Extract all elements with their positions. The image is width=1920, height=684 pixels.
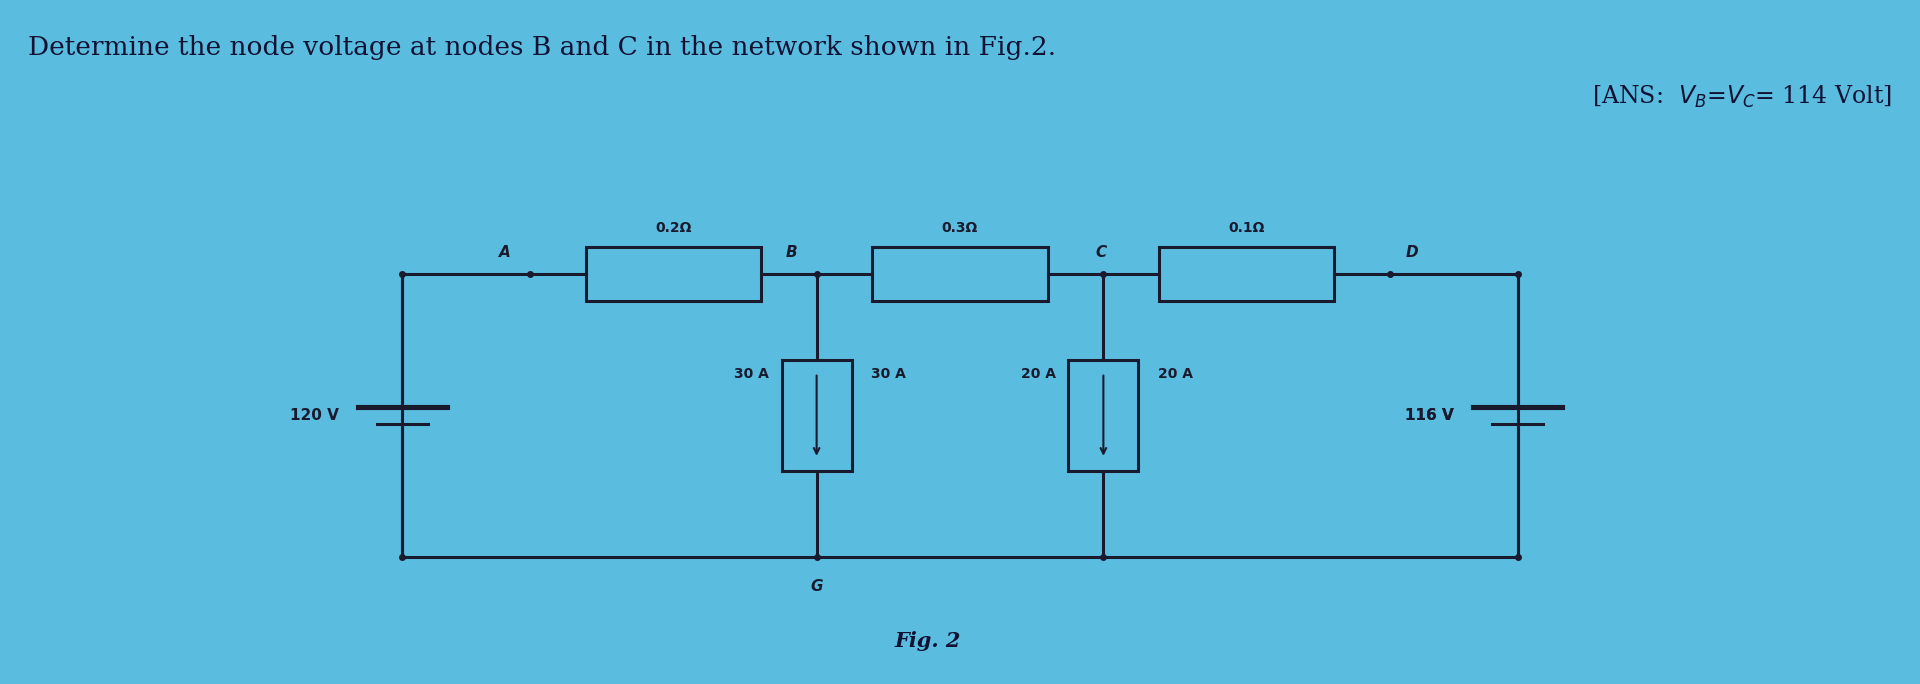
Bar (586, 248, 760, 302)
Text: 116 V: 116 V (1405, 408, 1453, 423)
Text: B: B (785, 245, 797, 260)
Text: 116 V: 116 V (1405, 408, 1453, 423)
Text: C: C (1096, 245, 1106, 260)
Text: 20 A: 20 A (1021, 367, 1056, 380)
Text: D: D (1405, 245, 1419, 260)
Bar (781, 360, 852, 471)
Text: 20 A: 20 A (1158, 367, 1192, 380)
Bar (1068, 360, 1139, 471)
Text: A: A (499, 245, 511, 260)
Text: 0.1Ω: 0.1Ω (1229, 221, 1265, 235)
Text: 30 A: 30 A (733, 367, 768, 380)
Text: 0.2Ω: 0.2Ω (655, 221, 691, 235)
Bar (872, 248, 1048, 302)
Text: Determine the node voltage at nodes B and C in the network shown in Fig.2.: Determine the node voltage at nodes B an… (29, 35, 1056, 60)
Text: 30 A: 30 A (872, 367, 906, 380)
Text: Fig. 2: Fig. 2 (895, 631, 962, 650)
Text: [ANS:  $V_B$=$V_C$= 114 Volt]: [ANS: $V_B$=$V_C$= 114 Volt] (1592, 84, 1891, 110)
Text: 0.3Ω: 0.3Ω (943, 221, 977, 235)
Text: G: G (810, 579, 824, 594)
Text: 120 V: 120 V (290, 408, 338, 423)
Bar (1160, 248, 1334, 302)
